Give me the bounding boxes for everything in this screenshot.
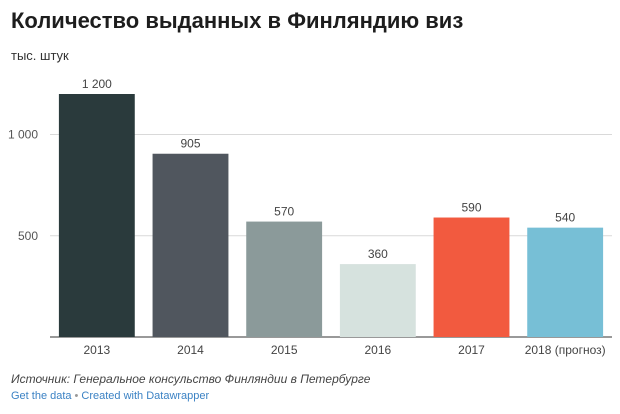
gridlines: 500 1 000 <box>8 128 612 338</box>
source-note: Источник: Генеральное консульство Финлян… <box>11 372 371 386</box>
bar-2014[interactable] <box>152 153 229 337</box>
get-data-link[interactable]: Get the data <box>11 390 72 402</box>
x-tick-label: 2014 <box>177 343 204 357</box>
footer-separator: • <box>74 390 79 402</box>
bar-2017[interactable] <box>433 217 510 337</box>
chart-title: Количество выданных в Финляндию виз <box>11 8 464 33</box>
bar-2015[interactable] <box>246 221 323 337</box>
x-axis-ticks: 2013 2014 2015 2016 2017 2018 (прогноз) <box>83 343 605 357</box>
footer: Get the data • Created with Datawrapper <box>11 390 209 402</box>
value-label: 570 <box>274 205 294 219</box>
value-labels: 1 200 905 570 360 590 540 <box>82 77 576 261</box>
bar-2013[interactable] <box>58 94 135 337</box>
bars <box>58 94 604 337</box>
value-label: 905 <box>180 137 200 151</box>
bar-2018[interactable] <box>527 227 604 337</box>
bar-2016[interactable] <box>339 264 416 337</box>
value-label: 1 200 <box>82 77 112 91</box>
x-tick-label: 2018 (прогноз) <box>525 343 606 357</box>
value-label: 360 <box>368 247 388 261</box>
value-label: 590 <box>461 201 481 215</box>
x-tick-label: 2015 <box>271 343 298 357</box>
y-tick-label: 1 000 <box>8 128 38 142</box>
x-tick-label: 2016 <box>364 343 391 357</box>
value-label: 540 <box>555 211 575 225</box>
x-tick-label: 2017 <box>458 343 485 357</box>
x-tick-label: 2013 <box>83 343 110 357</box>
created-with-link[interactable]: Created with Datawrapper <box>81 390 210 402</box>
y-tick-label: 500 <box>18 229 38 243</box>
chart-subtitle: тыс. штук <box>11 48 69 63</box>
